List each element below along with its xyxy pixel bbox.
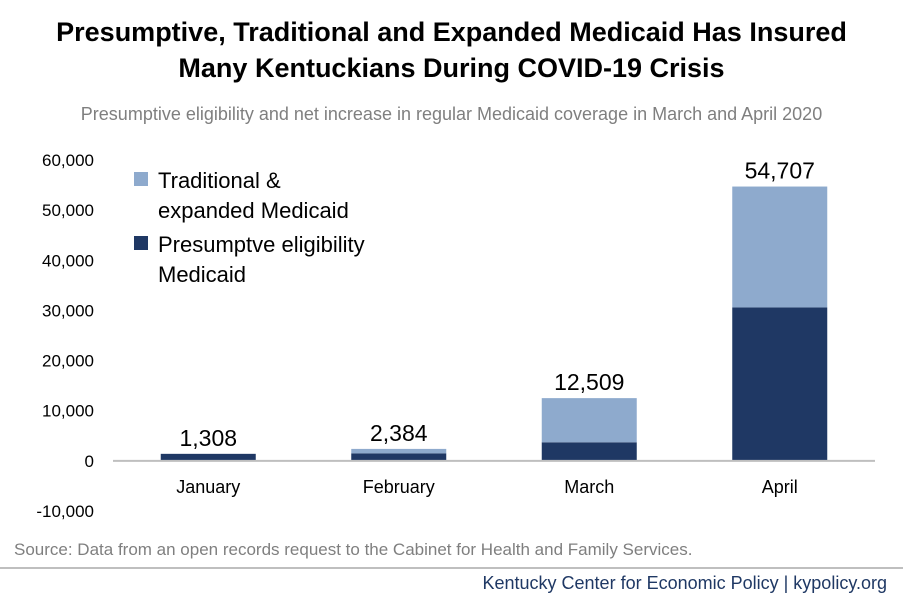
footer-divider [0, 567, 903, 569]
chart-title: Presumptive, Traditional and Expanded Me… [0, 14, 903, 86]
x-tick-label: March [564, 477, 614, 497]
bar-traditional-april [732, 186, 828, 308]
y-tick-label: 30,000 [42, 301, 94, 320]
chart-title-line-1: Presumptive, Traditional and Expanded Me… [56, 17, 847, 47]
bar-traditional-february [351, 448, 447, 454]
bar-presumptive-march [541, 442, 637, 461]
legend-swatch [134, 236, 148, 250]
legend-label: expanded Medicaid [158, 198, 349, 223]
total-label-april: 54,707 [745, 158, 815, 184]
chart-title-line-2: Many Kentuckians During COVID-19 Crisis [178, 53, 725, 83]
x-tick-label: January [176, 477, 240, 497]
x-tick-label: April [762, 477, 798, 497]
legend-label: Presumptve eligibility [158, 232, 365, 257]
legend-swatch [134, 172, 148, 186]
y-tick-label: 10,000 [42, 402, 94, 421]
y-tick-label: 40,000 [42, 251, 94, 270]
bar-presumptive-february [351, 453, 447, 461]
legend-label: Medicaid [158, 262, 246, 287]
x-tick-label: February [363, 477, 435, 497]
source-note: Source: Data from an open records reques… [14, 540, 693, 559]
chart-subtitle: Presumptive eligibility and net increase… [80, 104, 823, 124]
footer-credit: Kentucky Center for Economic Policy | ky… [482, 573, 888, 593]
y-tick-label: 20,000 [42, 352, 94, 371]
total-label-february: 2,384 [370, 420, 428, 446]
total-label-january: 1,308 [179, 425, 237, 451]
y-tick-label: 50,000 [42, 201, 94, 220]
bar-presumptive-january [160, 453, 256, 461]
y-tick-label: 0 [85, 452, 94, 471]
bar-presumptive-april [732, 307, 828, 461]
total-label-march: 12,509 [554, 369, 624, 395]
y-tick-label: -10,000 [36, 502, 94, 521]
legend-label: Traditional & [158, 168, 281, 193]
y-tick-label: 60,000 [42, 151, 94, 170]
bar-traditional-march [541, 398, 637, 443]
